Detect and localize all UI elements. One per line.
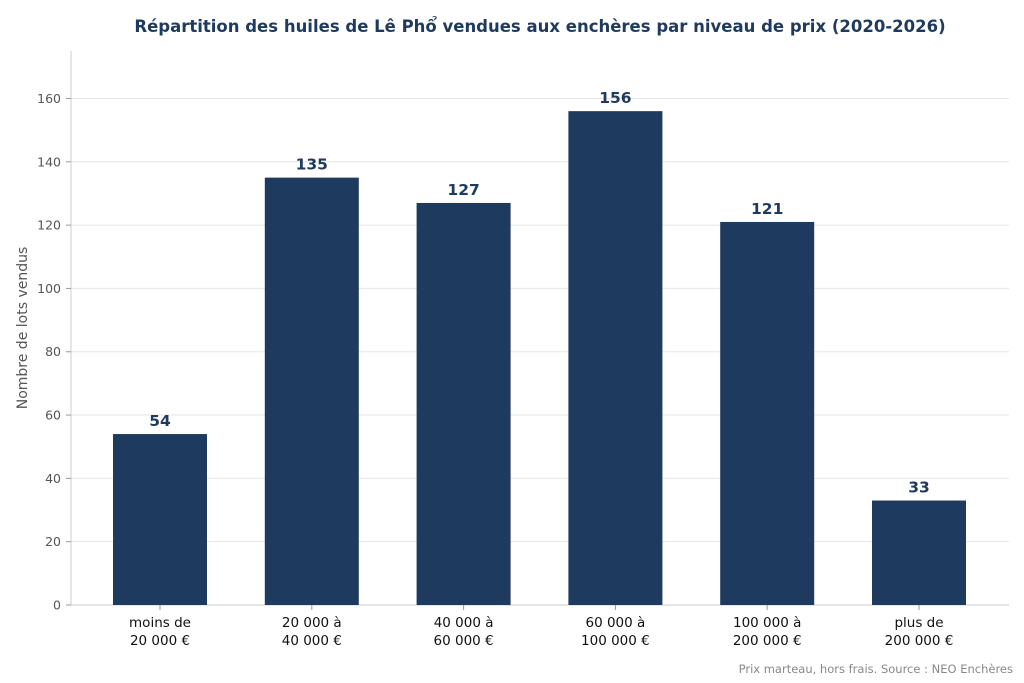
bar (416, 202, 511, 605)
bar-value-label: 127 (447, 181, 479, 199)
x-tick-label: 20 000 à 40 000 € (282, 615, 342, 649)
x-axis-ticks: moins de 20 000 € 20 000 à 40 000 € 40 000 à… (129, 605, 953, 649)
x-tick-label: moins de 20 000 € (129, 615, 191, 649)
y-tick-label: 40 (45, 471, 61, 486)
y-tick-label: 160 (37, 91, 61, 106)
bar-value-label: 54 (149, 412, 171, 430)
bar (872, 500, 966, 605)
bar-value-label: 121 (751, 200, 783, 218)
bar (720, 221, 815, 605)
bars (113, 111, 966, 606)
y-axis-ticks: 0 20 40 60 80 100 120 140 160 (37, 91, 71, 613)
y-tick-label: 100 (37, 281, 61, 296)
bar (113, 434, 207, 605)
y-tick-label: 0 (53, 598, 61, 613)
bar-value-label: 33 (908, 479, 930, 497)
axes (70, 51, 1009, 606)
bar (568, 111, 663, 606)
source-note: Prix marteau, hors frais. Source : NEO E… (739, 662, 1013, 676)
x-tick-label: plus de 200 000 € (885, 615, 954, 649)
y-tick-label: 20 (45, 534, 61, 549)
bar-value-label: 135 (296, 156, 328, 174)
value-labels: 54 135 127 156 121 33 (149, 89, 930, 496)
chart-title: Répartition des huiles de Lê Phổ vendues… (134, 17, 945, 36)
bar-value-label: 156 (599, 89, 631, 107)
y-tick-label: 60 (45, 408, 61, 423)
gridlines (71, 97, 1009, 543)
bar (264, 177, 359, 605)
y-axis-label: Nombre de lots vendus (15, 247, 31, 410)
y-tick-label: 120 (37, 218, 61, 233)
x-tick-label: 60 000 à 100 000 € (581, 615, 650, 649)
y-tick-label: 140 (37, 154, 61, 169)
x-tick-label: 40 000 à 60 000 € (434, 615, 494, 649)
x-tick-label: 100 000 à 200 000 € (733, 615, 802, 649)
y-tick-label: 80 (45, 344, 61, 359)
